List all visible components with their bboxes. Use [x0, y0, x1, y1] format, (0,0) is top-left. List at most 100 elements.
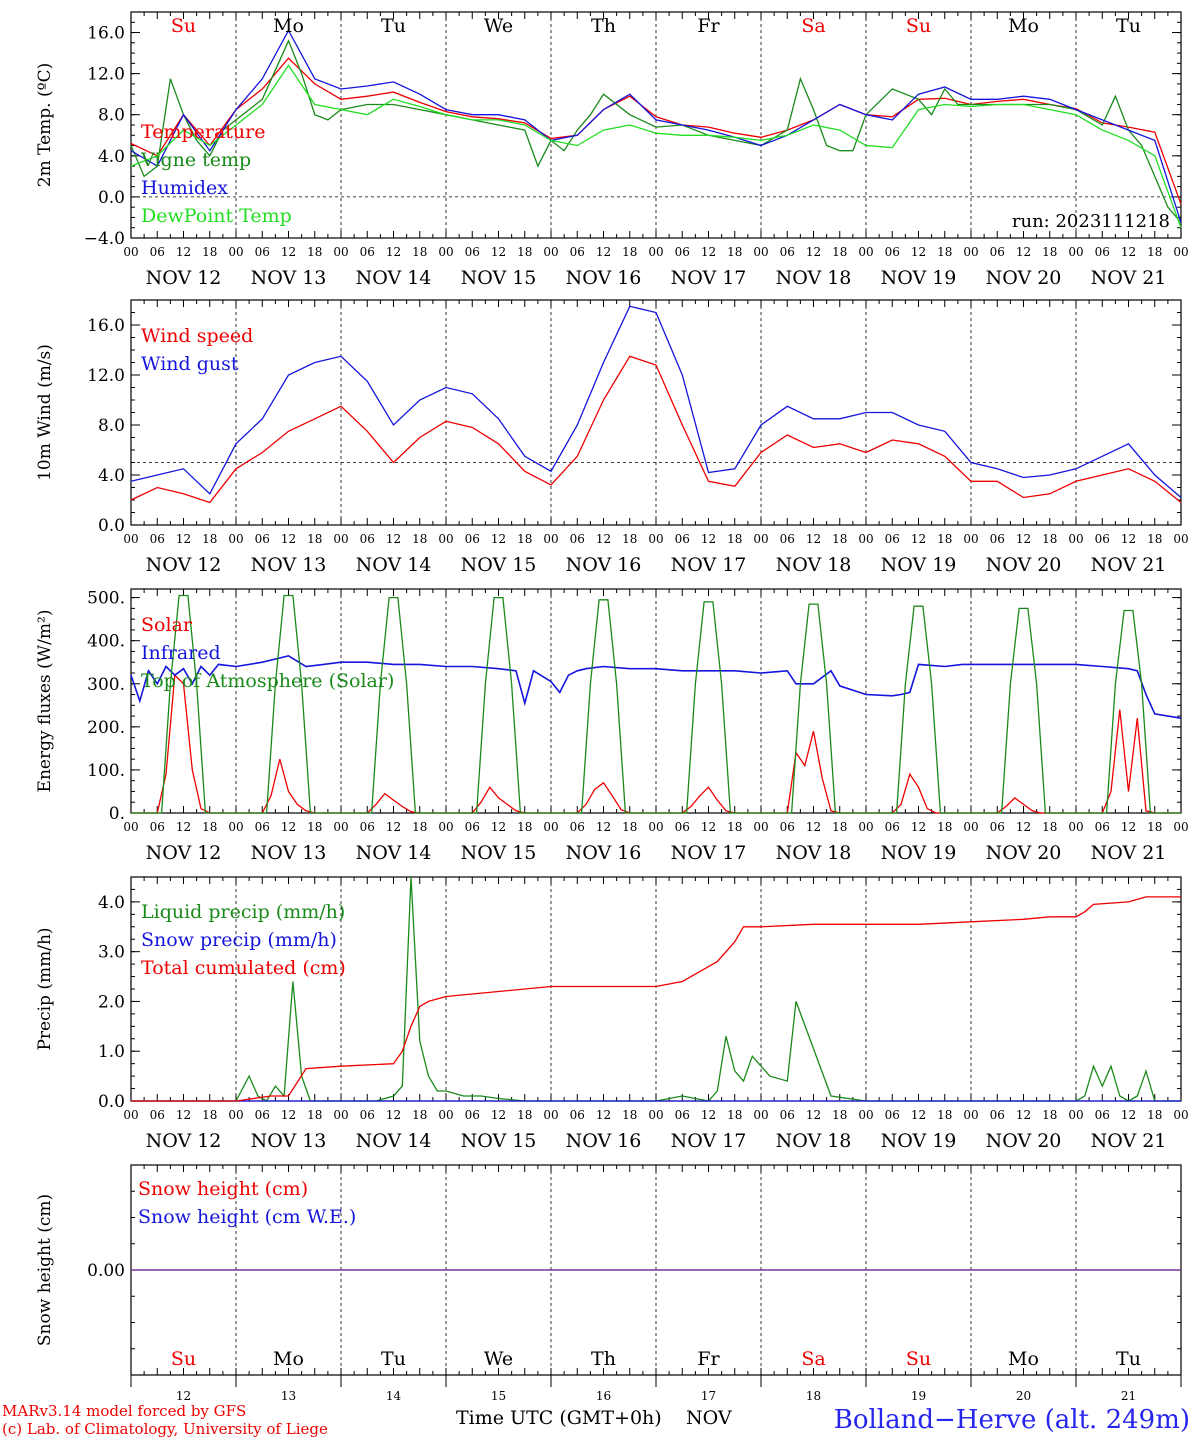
y-tick-label: 12.0	[87, 65, 125, 85]
hour-label: 06	[150, 1108, 165, 1122]
hour-label: 12	[806, 245, 821, 259]
hour-label: 00	[1173, 245, 1188, 259]
y-tick-label: 200.	[87, 718, 125, 738]
weekday-label: Mo	[1008, 15, 1039, 37]
legend-entry: Temperature	[141, 121, 265, 143]
legend-entry: Snow height (cm)	[138, 1178, 308, 1200]
hour-label: 18	[727, 1108, 742, 1122]
date-label: NOV 15	[461, 842, 537, 864]
y-tick-label: 400.	[87, 632, 125, 652]
hour-label: 12	[1121, 820, 1136, 834]
y-tick-label: −4.0	[84, 229, 125, 249]
weekday-label: Fr	[697, 15, 720, 37]
hour-label: 18	[937, 532, 952, 546]
date-label: NOV 14	[356, 267, 432, 289]
weekday-label: We	[484, 15, 513, 37]
hour-label: 06	[360, 245, 375, 259]
hour-label: 18	[832, 245, 847, 259]
day-number: 18	[806, 1389, 821, 1403]
hour-label: 12	[281, 1108, 296, 1122]
hour-label: 12	[701, 532, 716, 546]
hour-label: 00	[1068, 532, 1083, 546]
y-tick-label: 0.00	[87, 1261, 125, 1281]
y-tick-label: 500.	[87, 589, 125, 609]
y-tick-label: 0.	[109, 804, 125, 824]
y-axis-label: 2m Temp. (ºC)	[35, 63, 55, 188]
hour-label: 06	[990, 820, 1005, 834]
hour-label: 12	[176, 532, 191, 546]
weekday-label: Su	[171, 1348, 196, 1370]
hour-label: 18	[517, 532, 532, 546]
hour-label: 00	[648, 820, 663, 834]
hour-label: 18	[1147, 820, 1162, 834]
hour-label: 12	[701, 245, 716, 259]
day-number: 14	[386, 1389, 402, 1403]
hour-label: 12	[386, 1108, 401, 1122]
hour-label: 12	[386, 532, 401, 546]
hour-label: 18	[412, 1108, 427, 1122]
hour-label: 06	[255, 1108, 270, 1122]
legend-entry: Snow precip (mm/h)	[141, 929, 337, 951]
hour-label: 12	[176, 1108, 191, 1122]
hour-label: 18	[307, 532, 322, 546]
hour-label: 06	[570, 532, 585, 546]
y-tick-label: 1.0	[98, 1042, 125, 1062]
panel-3: 0. 100. 200. 300. 400. 500. Energy fluxes (W/m…	[35, 588, 1189, 864]
date-label: NOV 21	[1091, 842, 1167, 864]
hour-label: 12	[386, 245, 401, 259]
series-line	[130, 355, 1182, 504]
hour-label: 12	[596, 245, 611, 259]
hour-label: 12	[596, 1108, 611, 1122]
hour-label: 06	[675, 820, 690, 834]
hour-label: 06	[885, 820, 900, 834]
hour-label: 06	[885, 532, 900, 546]
hour-label: 18	[1042, 532, 1057, 546]
weekday-label: Tu	[381, 1348, 406, 1370]
plot-frame	[130, 588, 1182, 814]
lab-credit: (c) Lab. of Climatology, University of L…	[2, 1420, 328, 1438]
date-label: NOV 17	[671, 267, 747, 289]
weekday-label: Fr	[697, 1348, 720, 1370]
hour-label: 06	[465, 245, 480, 259]
hour-label: 00	[543, 820, 558, 834]
hour-label: 12	[281, 532, 296, 546]
hour-label: 12	[911, 820, 926, 834]
y-axis-label: 10m Wind (m/s)	[35, 344, 55, 481]
hour-label: 12	[1016, 1108, 1031, 1122]
y-tick-label: 0.0	[98, 188, 125, 208]
hour-label: 06	[465, 532, 480, 546]
y-tick-label: 300.	[87, 675, 125, 695]
date-label: NOV 20	[986, 554, 1062, 576]
hour-label: 18	[622, 245, 637, 259]
date-label: NOV 13	[251, 267, 327, 289]
hour-label: 06	[360, 1108, 375, 1122]
date-label: NOV 19	[881, 842, 957, 864]
hour-label: 18	[1042, 1108, 1057, 1122]
legend-entry: Liquid precip (mm/h)	[141, 901, 345, 923]
hour-label: 00	[333, 532, 348, 546]
date-label: NOV 20	[986, 1130, 1062, 1152]
y-tick-label: 16.0	[87, 24, 125, 44]
hour-label: 18	[1147, 245, 1162, 259]
day-number: 19	[911, 1389, 926, 1403]
hour-label: 12	[1016, 245, 1031, 259]
date-label: NOV 16	[566, 842, 642, 864]
hour-label: 06	[360, 820, 375, 834]
hour-label: 00	[438, 245, 453, 259]
hour-label: 12	[911, 532, 926, 546]
hour-label: 06	[570, 820, 585, 834]
hour-label: 12	[806, 532, 821, 546]
weekday-label: Mo	[273, 15, 304, 37]
hour-label: 06	[255, 245, 270, 259]
hour-label: 06	[150, 532, 165, 546]
hour-label: 06	[150, 245, 165, 259]
y-tick-label: 8.0	[98, 106, 125, 126]
date-label: NOV 21	[1091, 554, 1167, 576]
hour-label: 00	[858, 1108, 873, 1122]
hour-label: 00	[333, 820, 348, 834]
panel-4: 0.0 1.0 2.0 3.0 4.0 Precip (mm/h) Liquid preci…	[35, 876, 1189, 1152]
series-line	[130, 64, 1182, 228]
x-axis-month: NOV	[686, 1407, 732, 1429]
legend-entry: Wind gust	[141, 353, 239, 375]
